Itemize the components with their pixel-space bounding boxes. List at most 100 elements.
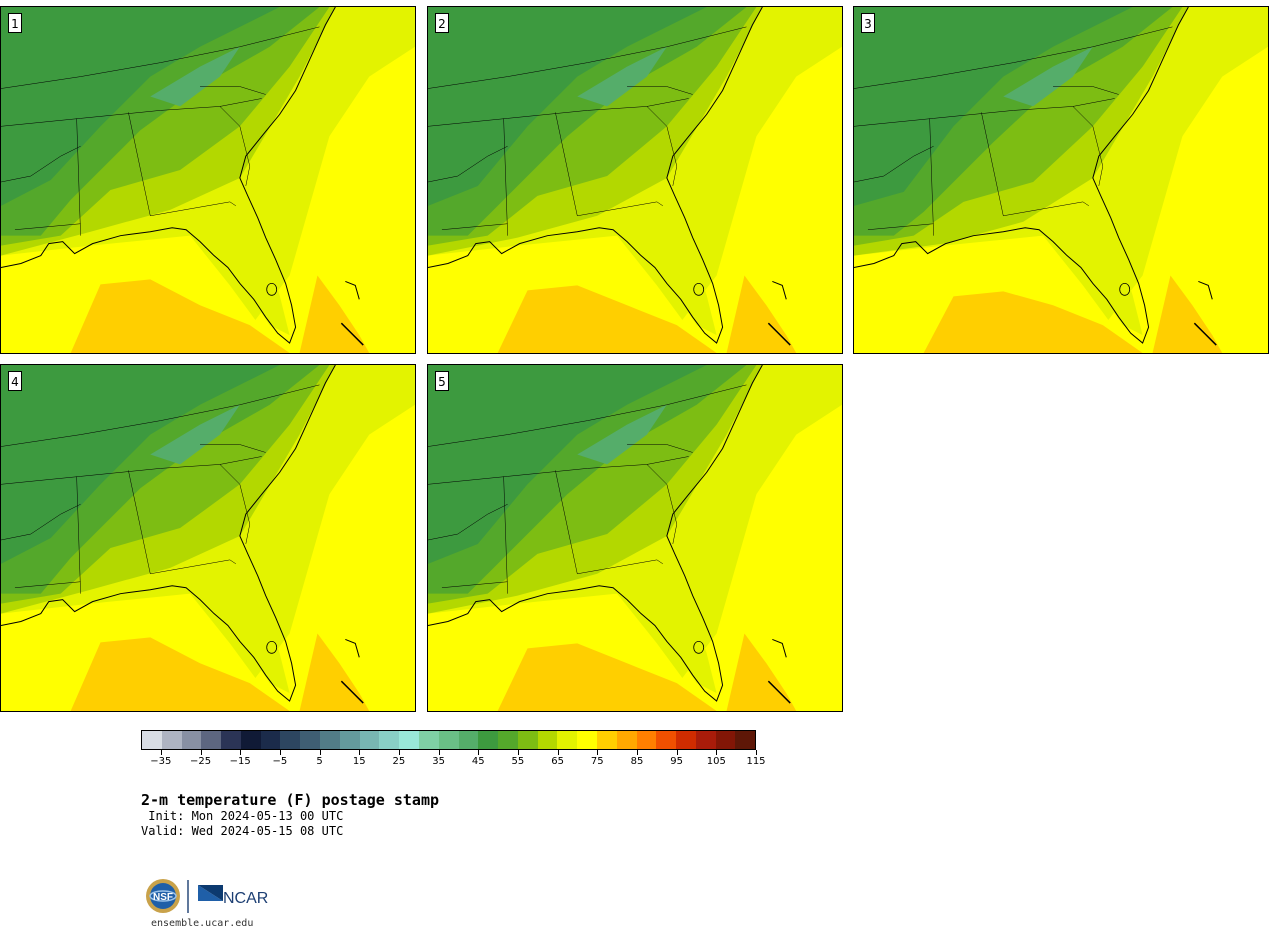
warm-ocean-field (229, 46, 415, 353)
gulf-warm-pocket (923, 291, 1143, 353)
state-border (503, 476, 508, 594)
coastline (1, 7, 336, 344)
colorbar-swatch (399, 731, 419, 749)
colorbar-tick (438, 750, 440, 755)
state-border (428, 456, 689, 485)
colorbar-tick (279, 750, 281, 755)
florida-field (1082, 205, 1143, 336)
mountain-field (1, 365, 280, 564)
colorbar-tick (478, 750, 480, 755)
colorbar-tick (319, 750, 321, 755)
state-border (1, 456, 262, 485)
colorbar-tick-label: −15 (229, 756, 251, 767)
state-border (646, 106, 678, 187)
temperature-map-3 (854, 7, 1268, 353)
ncar-logo: NCAR (198, 885, 268, 907)
state-border (555, 470, 578, 574)
colorbar-swatch (339, 731, 360, 749)
state-border (428, 98, 689, 127)
colorbar-swatch (142, 731, 162, 749)
state-border (441, 223, 508, 230)
colorbar-tick (359, 750, 361, 755)
ensemble-member-map-3: 3 (853, 6, 1269, 354)
colorbar-tick-label: 65 (551, 756, 564, 767)
ncar-logo-text: NCAR (223, 890, 268, 907)
appalachian-cool-spot (577, 404, 667, 465)
florida-field (229, 205, 290, 336)
state-border (128, 112, 151, 216)
state-border (867, 223, 934, 230)
state-border (219, 106, 251, 187)
colorbar-tick-label: 55 (511, 756, 525, 767)
state-border (150, 559, 237, 575)
mountain-field (854, 7, 1133, 206)
state-border (854, 26, 1173, 89)
florida-field (656, 563, 717, 694)
valid-time: Valid: Wed 2024-05-15 08 UTC (141, 824, 344, 838)
colorbar-tick (756, 750, 757, 755)
colorbar-swatch (161, 731, 182, 749)
state-border (577, 559, 664, 575)
colorbar-tick-label: 45 (471, 756, 485, 767)
bahamas-outline (340, 680, 364, 704)
colorbar-tick (240, 750, 242, 755)
coastline (428, 7, 763, 344)
state-border (1, 384, 320, 447)
appalachian-cool-spot (1003, 46, 1093, 107)
nsf-logo-text: NSF (153, 892, 173, 903)
state-border (428, 145, 508, 183)
bahamas-outline (767, 322, 791, 346)
colorbar-swatch (616, 731, 637, 749)
mountain-field (428, 365, 707, 564)
colorbar-swatch (221, 731, 241, 749)
colorbar-swatch (280, 731, 301, 749)
gulf-warm-pocket (497, 285, 717, 353)
state-border (627, 444, 693, 453)
state-border (503, 118, 508, 236)
colorbar-tick (716, 750, 718, 755)
colorbar-tick-label: 25 (392, 756, 406, 767)
state-border (200, 86, 266, 95)
state-border (627, 86, 693, 95)
colorbar-tick (517, 750, 519, 755)
colorbar-swatch (715, 731, 736, 749)
colorbar-tick (557, 750, 559, 755)
colorbar-ticks: −35 −25 −15 −5 5 15 25 35 45 55 65 75 85 95 105 115 (141, 750, 766, 774)
site-url: ensemble.ucar.edu (151, 918, 254, 929)
temperature-colorbar (141, 730, 756, 750)
init-time: Init: Mon 2024-05-13 00 UTC (141, 809, 344, 823)
colorbar-tick-label: 95 (670, 756, 684, 767)
state-border (1053, 86, 1119, 95)
state-border (646, 464, 678, 545)
lake-outline (693, 641, 705, 654)
warm-ocean-field (229, 404, 415, 711)
colorbar-tick-label: 35 (432, 756, 445, 767)
appalachian-cool-spot (577, 46, 667, 107)
bahamas-outline (340, 322, 364, 346)
state-border (14, 581, 81, 588)
colorbar-tick (676, 750, 678, 755)
colorbar-swatch (201, 731, 222, 749)
bahamas-outline (1198, 280, 1213, 300)
colorbar-tick (398, 750, 400, 755)
state-border (854, 145, 934, 183)
ensemble-member-map-4: 4 (0, 364, 416, 712)
nsf-logo: NSF (146, 879, 180, 913)
mountain-field (428, 7, 707, 206)
state-border (441, 581, 508, 588)
colorbar-swatch (498, 731, 518, 749)
colorbar-tick-label: 75 (590, 756, 604, 767)
colorbar-swatch (537, 731, 558, 749)
ensemble-member-map-5: 5 (427, 364, 843, 712)
gulf-warm-pocket (497, 643, 717, 711)
florida-field (229, 563, 290, 694)
bahamas-outline (772, 638, 787, 658)
state-border (219, 464, 251, 545)
colorbar-tick-label: −35 (150, 756, 172, 767)
member-label-1: 1 (8, 13, 22, 33)
colorbar-swatch (300, 731, 321, 749)
colorbar-tick (597, 750, 599, 755)
state-border (150, 201, 237, 217)
colorbar-tick-label: 15 (352, 756, 366, 767)
colorbar-tick (200, 750, 202, 755)
